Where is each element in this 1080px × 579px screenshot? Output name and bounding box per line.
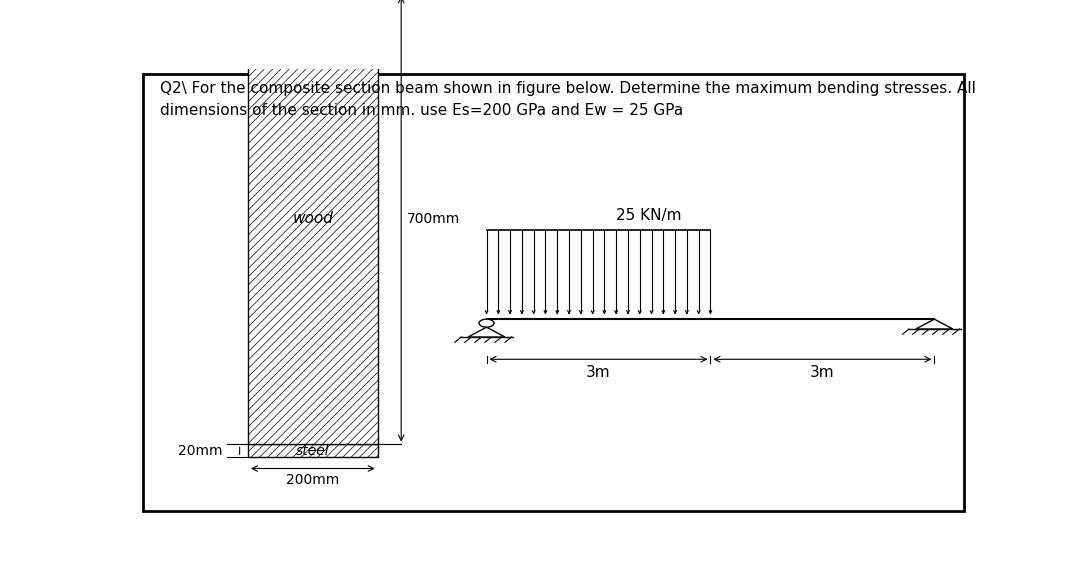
Polygon shape	[468, 327, 505, 337]
Text: 200mm: 200mm	[286, 473, 339, 487]
Text: 20mm: 20mm	[178, 444, 222, 458]
Text: 3m: 3m	[586, 365, 611, 380]
Bar	[248, 0, 378, 445]
Bar	[248, 445, 378, 457]
Text: 3m: 3m	[810, 365, 835, 380]
Text: 700mm: 700mm	[407, 212, 460, 226]
Text: wood: wood	[293, 211, 334, 226]
Text: Q2\ For the composite section beam shown in figure below. Determine the maximum : Q2\ For the composite section beam shown…	[160, 80, 976, 96]
Text: 25 KN/m: 25 KN/m	[616, 208, 681, 223]
Polygon shape	[916, 319, 953, 329]
Text: dimensions of the section in mm. use Es=200 GPa and Ew = 25 GPa: dimensions of the section in mm. use Es=…	[160, 103, 684, 118]
Text: steel: steel	[296, 444, 329, 458]
